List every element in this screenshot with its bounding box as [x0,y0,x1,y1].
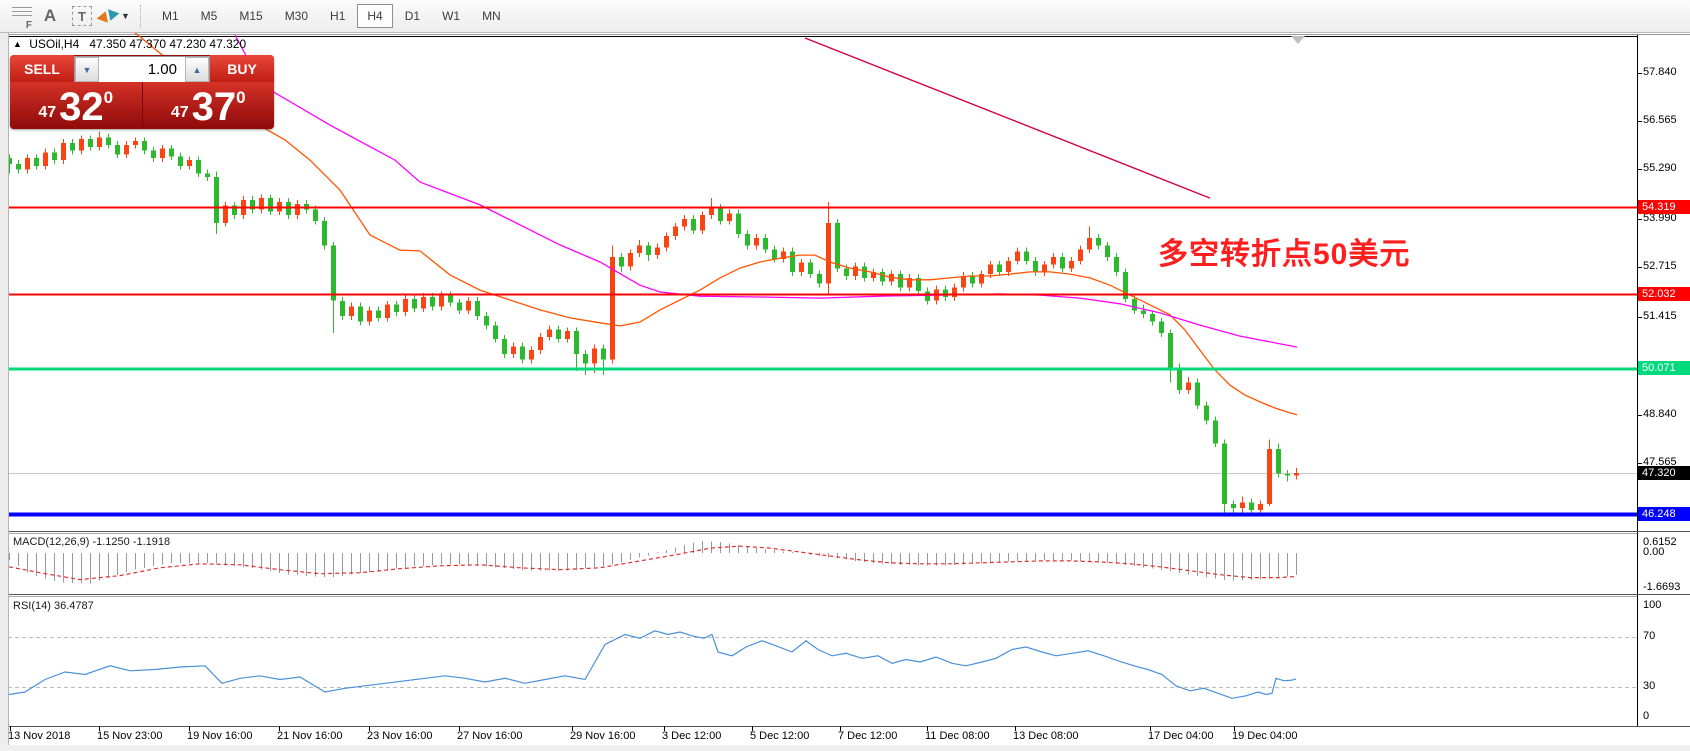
chart-area[interactable] [0,33,1690,751]
macd-histogram [9,541,1297,584]
chart-shift-marker-icon [1291,36,1305,44]
buy-button[interactable]: BUY [210,55,274,82]
grid-f-icon[interactable]: F [4,3,32,31]
ma-fast-line [134,33,1298,416]
window-left-border [0,33,9,751]
price-axis-tick: 53.990 [1643,212,1677,224]
macd-signal-line [8,545,1297,581]
time-axis-label: 29 Nov 16:00 [570,730,636,742]
time-axis-label: 5 Dec 12:00 [750,730,810,742]
price-badge: 50.071 [1638,361,1690,375]
chart-annotation-text: 多空转折点50美元 [1158,238,1411,271]
ma-slow-line [234,34,1298,348]
timeframe-button-m15[interactable]: M15 [239,9,263,23]
sell-button[interactable]: SELL [10,55,74,82]
symbol-timeframe: USOil,H4 [29,37,80,51]
sell-price-big: 32 [59,85,104,129]
time-axis-label: 7 Dec 12:00 [838,730,898,742]
rsi-axis-tick: 100 [1643,599,1662,611]
time-axis-label: 19 Dec 04:00 [1232,730,1298,742]
buy-price-prefix: 47 [170,104,189,121]
buy-price-big: 37 [191,85,237,129]
time-axis-label: 21 Nov 16:00 [277,730,343,742]
direction-up-icon: ▲ [13,39,22,49]
window-bottom-border [0,745,1690,751]
timeframe-button-m30[interactable]: M30 [284,9,309,23]
rsi-axis-tick: 30 [1643,680,1656,692]
macd-axis-tick: 0.6152 [1643,536,1677,548]
rsi-line [8,630,1297,699]
price-axis-tick: 57.840 [1643,66,1677,78]
price-badge: 46.248 [1638,507,1690,521]
price-axis-tick: 56.565 [1643,114,1677,126]
timeframe-button-d1[interactable]: D1 [404,9,421,23]
candlestick-series [7,131,1299,515]
rsi-axis-tick: 0 [1643,710,1650,722]
buy-price-sup: 0 [236,88,246,107]
font-a-icon[interactable]: A [43,6,57,25]
price-axis-tick: 47.565 [1643,456,1677,468]
volume-stepper: ▼ 1.00 ▲ [74,56,210,83]
timeframe-button-h4[interactable]: H4 [357,4,393,28]
rsi-axis-tick: 70 [1643,630,1656,642]
text-box-icon[interactable]: T [68,3,96,29]
toolbar: F A T ▼ M1 M5 M15 M30 H1 H4 D1 W1 MN [0,0,1690,33]
candlestick-chart[interactable] [0,33,1690,751]
sell-price-sup: 0 [103,88,114,107]
volume-increase-button[interactable]: ▲ [185,57,209,82]
price-badge: 47.320 [1638,466,1690,480]
trendline [804,37,1211,199]
time-axis-label: 13 Dec 08:00 [1013,730,1079,742]
timeframe-button-m1[interactable]: M1 [162,9,179,23]
quote-line: ▲ USOil,H4 47.350 47.370 47.230 47.320 [13,37,246,51]
macd-axis-tick: -1.6693 [1643,581,1681,593]
timeframe-button-h1[interactable]: H1 [330,9,346,23]
price-axis-tick: 55.290 [1643,162,1677,174]
sell-price-button[interactable]: 47 32 0 [10,82,143,129]
buy-price-button[interactable]: 47 37 0 [142,82,274,129]
dropdown-caret-icon: ▼ [121,11,130,21]
time-axis-label: 17 Dec 04:00 [1148,730,1214,742]
price-axis-tick: 52.715 [1643,260,1677,272]
object-colors-icon[interactable]: ▼ [96,3,130,29]
volume-field[interactable]: 1.00 [147,61,177,78]
volume-decrease-button[interactable]: ▼ [75,57,99,82]
timeframe-button-mn[interactable]: MN [482,9,501,23]
toolbar-separator [140,5,141,27]
sell-price-prefix: 47 [38,104,57,121]
one-click-trading-panel: SELL ▼ 1.00 ▲ BUY 47 32 0 47 37 0 [10,55,274,129]
time-axis-label: 23 Nov 16:00 [367,730,433,742]
time-axis-label: 27 Nov 16:00 [457,730,523,742]
time-axis-label: 11 Dec 08:00 [925,730,990,742]
time-axis-label: 3 Dec 12:00 [662,730,722,742]
price-badge: 54.319 [1638,200,1690,214]
time-axis-label: 13 Nov 2018 [8,730,71,742]
timeframe-button-group: M1 M5 M15 M30 H1 H4 D1 W1 MN [151,4,512,28]
time-axis-label: 15 Nov 23:00 [97,730,163,742]
timeframe-button-m5[interactable]: M5 [200,9,218,23]
rsi-label: RSI(14) 36.4787 [13,600,94,612]
price-axis-tick: 48.840 [1643,408,1677,420]
quote-ohlc: 47.350 47.370 47.230 47.320 [89,37,247,51]
price-badge: 52.032 [1638,287,1690,301]
price-axis-tick: 51.415 [1643,310,1677,322]
macd-label: MACD(12,26,9) -1.1250 -1.1918 [13,536,171,548]
macd-axis-tick: 0.00 [1643,546,1665,558]
timeframe-button-w1[interactable]: W1 [442,9,461,23]
time-axis-label: 19 Nov 16:00 [187,730,253,742]
